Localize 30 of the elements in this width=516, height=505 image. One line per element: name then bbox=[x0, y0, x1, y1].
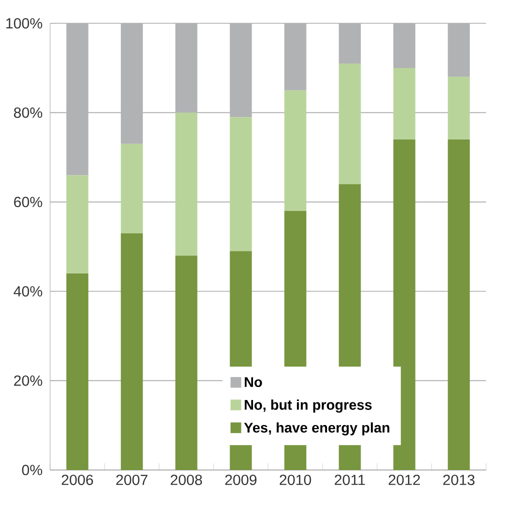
bar bbox=[66, 273, 88, 470]
x-tick-label: 2012 bbox=[388, 474, 420, 486]
bar bbox=[120, 144, 143, 234]
x-tick-label: 2006 bbox=[62, 474, 93, 486]
bar bbox=[175, 112, 198, 256]
bar bbox=[66, 175, 88, 274]
bar bbox=[338, 64, 361, 184]
legend-label: No bbox=[244, 377, 262, 388]
y-tick-label: 40% bbox=[14, 286, 42, 297]
x-tick-label: 2011 bbox=[334, 474, 365, 486]
bar bbox=[284, 90, 306, 211]
bar bbox=[448, 76, 470, 140]
legend-label: No, but in progress bbox=[244, 400, 372, 413]
x-tick-label: 2013 bbox=[443, 474, 474, 486]
y-tick-label: 60% bbox=[14, 196, 42, 208]
bar bbox=[393, 68, 416, 140]
bar bbox=[120, 233, 143, 470]
bar bbox=[448, 139, 470, 470]
legend-label: Yes, have energy plan bbox=[244, 422, 390, 436]
bar bbox=[175, 256, 198, 470]
bar bbox=[230, 117, 252, 252]
bar bbox=[393, 139, 416, 470]
x-tick-label: 2010 bbox=[280, 474, 312, 486]
y-tick-label: 0% bbox=[22, 464, 42, 476]
x-tick-label: 2009 bbox=[225, 474, 256, 486]
y-tick-label: 100% bbox=[6, 18, 42, 29]
y-tick-label: 80% bbox=[14, 107, 42, 118]
y-tick-label: 20% bbox=[14, 375, 42, 386]
x-tick-label: 2007 bbox=[116, 474, 148, 486]
x-tick-label: 2008 bbox=[170, 474, 202, 486]
